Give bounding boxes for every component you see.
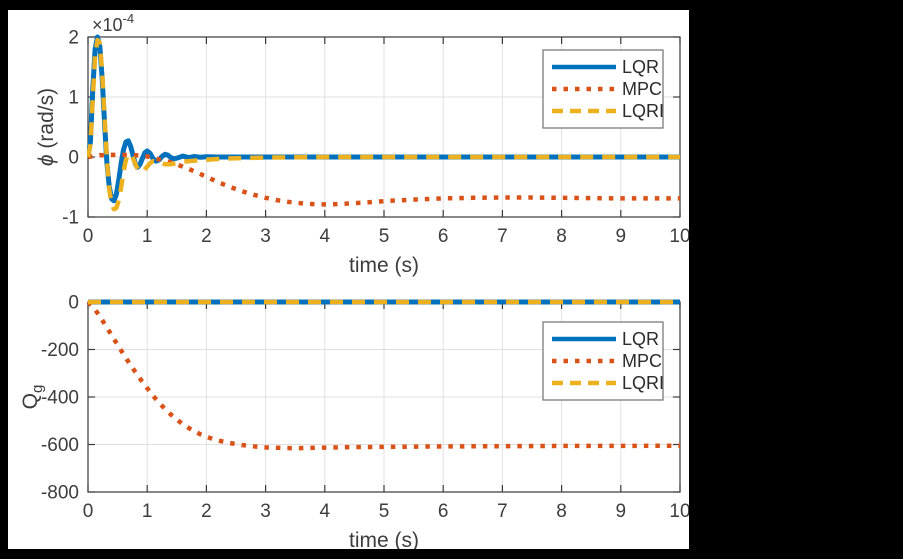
y-tick-label: -800 <box>41 483 79 504</box>
legend-box <box>542 49 664 129</box>
y-axis-scale-note: ×10-4 <box>92 11 134 35</box>
series-group <box>87 34 680 212</box>
x-tick-label: 7 <box>497 226 508 247</box>
x-tick-label: 6 <box>438 226 449 247</box>
y-tick-label: -600 <box>41 435 79 456</box>
x-tick-label: 4 <box>320 226 331 247</box>
y-axis-label: Qg <box>19 385 46 410</box>
legend-label-lqr: LQR <box>622 329 659 349</box>
x-tick-label: 3 <box>260 226 271 247</box>
y-tick-label: 0 <box>68 148 79 169</box>
scale-exponent: -4 <box>123 11 135 26</box>
x-axis-label: time (s) <box>349 529 419 549</box>
series-line-mpc <box>87 300 681 451</box>
matlab-figure-canvas: 0 1 2 3 4 5 6 7 8 9 10 2 1 0 -1 ×10-4 time (s) ϕ (rad/s) L… <box>8 10 689 549</box>
x-tick-label: 5 <box>379 501 390 522</box>
x-tick-label: 0 <box>83 501 94 522</box>
y-tick-label: -200 <box>41 340 79 361</box>
x-tick-label: 1 <box>142 226 153 247</box>
x-tick-label: 0 <box>83 226 94 247</box>
y-tick-label: 2 <box>68 28 79 49</box>
legend-label-lqri: LQRI <box>622 373 664 393</box>
x-tick-label: 5 <box>379 226 390 247</box>
x-tick-label: 2 <box>201 501 212 522</box>
y-tick-label: -1 <box>62 208 79 229</box>
x-tick-label: 4 <box>320 501 331 522</box>
x-tick-label: 7 <box>497 501 508 522</box>
x-tick-label: 6 <box>438 501 449 522</box>
legend-label-mpc: MPC <box>622 351 662 371</box>
y-tick-label: 0 <box>68 293 79 314</box>
qg-chart: 0 1 2 3 4 5 6 7 8 9 10 0 -200 -400 -600 -800 time (s) Qg L… <box>19 293 689 550</box>
x-tick-label: 8 <box>556 501 567 522</box>
x-tick-label: 3 <box>260 501 271 522</box>
x-tick-label: 2 <box>201 226 212 247</box>
series-group <box>87 299 681 451</box>
x-axis-label: time (s) <box>349 254 419 277</box>
legend-label-mpc: MPC <box>622 79 662 99</box>
y-axis-label-part: g <box>29 385 46 393</box>
x-tick-label: 10 <box>669 226 689 247</box>
x-tick-label: 9 <box>616 226 627 247</box>
y-axis-label: ϕ (rad/s) <box>35 88 58 166</box>
y-axis-label-part: Q <box>19 393 42 409</box>
series-line-lqri <box>87 37 680 212</box>
x-tick-label: 9 <box>616 501 627 522</box>
scale-mantissa: ×10 <box>92 15 123 35</box>
y-tick-label: 1 <box>68 88 79 109</box>
y-tick-label: -400 <box>41 388 79 409</box>
legend-box <box>542 321 664 401</box>
x-tick-label: 10 <box>669 501 689 522</box>
series-line-mpc <box>87 152 680 207</box>
legend-label-lqri: LQRI <box>622 101 664 121</box>
legend-label-lqr: LQR <box>622 57 659 77</box>
x-tick-label: 8 <box>556 226 567 247</box>
x-tick-label: 1 <box>142 501 153 522</box>
y-axis-label-part: (rad/s) <box>35 88 58 155</box>
y-axis-label-part: ϕ <box>35 154 58 166</box>
